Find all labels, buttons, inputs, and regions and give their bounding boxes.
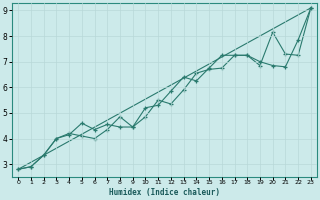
X-axis label: Humidex (Indice chaleur): Humidex (Indice chaleur) xyxy=(109,188,220,197)
